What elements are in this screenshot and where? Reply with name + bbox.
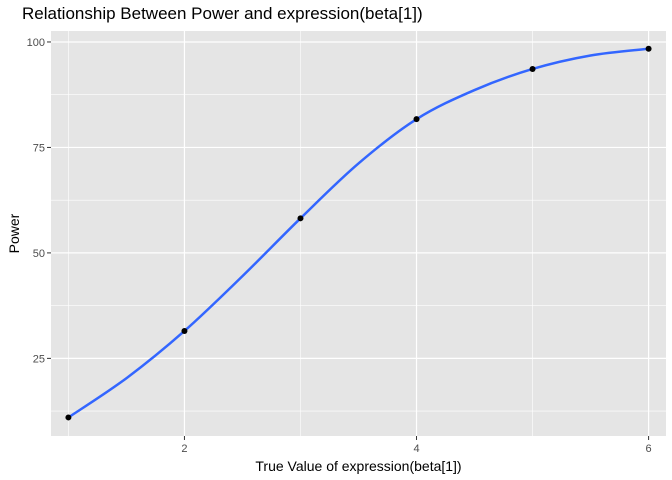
y-axis-title: Power [6,213,22,253]
plot-background [51,31,666,436]
data-points [65,45,652,421]
y-tick-label: 75 [33,142,45,154]
x-axis: 2 4 6 [181,436,652,455]
data-point [413,116,420,123]
x-axis-title: True Value of expression(beta[1]) [255,458,461,474]
fitted-curve [67,47,649,419]
data-point [645,45,652,52]
x-tick-label: 4 [413,443,419,455]
y-tick-label: 50 [33,248,45,260]
y-axis: 25 50 75 100 [27,37,51,365]
x-tick-label: 6 [646,443,652,455]
data-point [65,414,72,421]
y-tick-label: 25 [33,353,45,365]
minor-gridlines [51,31,666,436]
chart-title: Relationship Between Power and expressio… [22,4,423,23]
x-tick-label: 2 [181,443,187,455]
data-point [181,327,188,334]
y-tick-label: 100 [27,37,45,49]
data-point [529,65,536,72]
data-point [297,215,304,222]
